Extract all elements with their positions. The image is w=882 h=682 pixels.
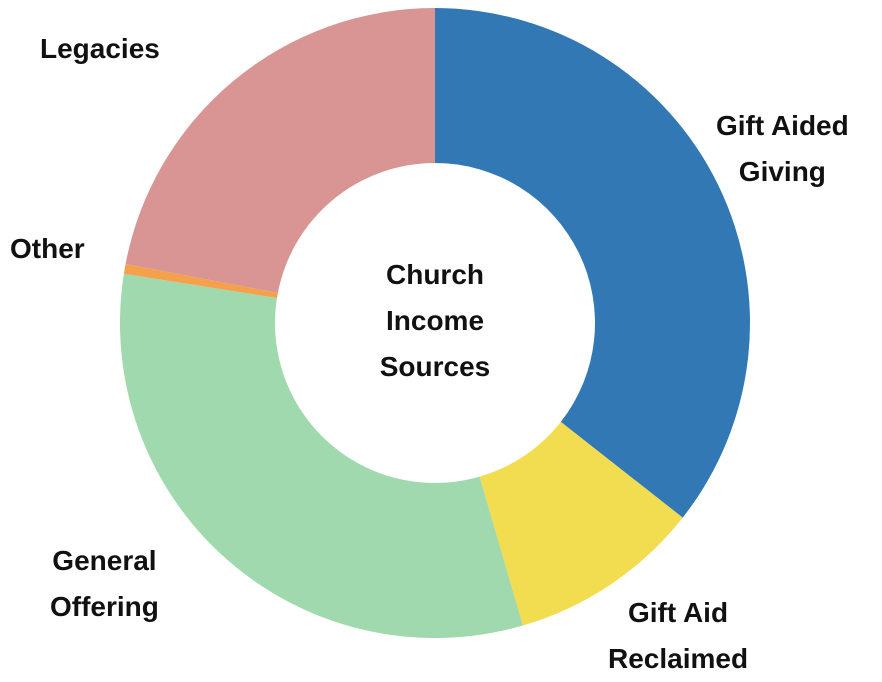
chart-title-line-3: Sources <box>379 351 491 382</box>
donut-slice-general-offering <box>119 273 523 639</box>
slice-label-general-offering: General Offering <box>50 545 159 622</box>
slice-label-other: Other <box>10 233 85 264</box>
donut-slice-gift-aided-giving <box>435 8 751 518</box>
slice-label-gift-aided-giving: Gift Aided Giving <box>716 110 849 187</box>
chart-title-line-1: Church <box>386 259 484 290</box>
chart-title: Church Income Sources <box>335 252 535 390</box>
donut-slice-legacies <box>125 8 435 294</box>
slice-label-gift-aid-reclaimed: Gift Aid Reclaimed <box>608 597 749 674</box>
donut-slice-gift-aid-reclaimed <box>479 421 683 626</box>
donut-slice-other <box>123 263 278 298</box>
chart-title-line-2: Income <box>385 305 485 336</box>
slice-label-legacies: Legacies <box>40 33 160 64</box>
